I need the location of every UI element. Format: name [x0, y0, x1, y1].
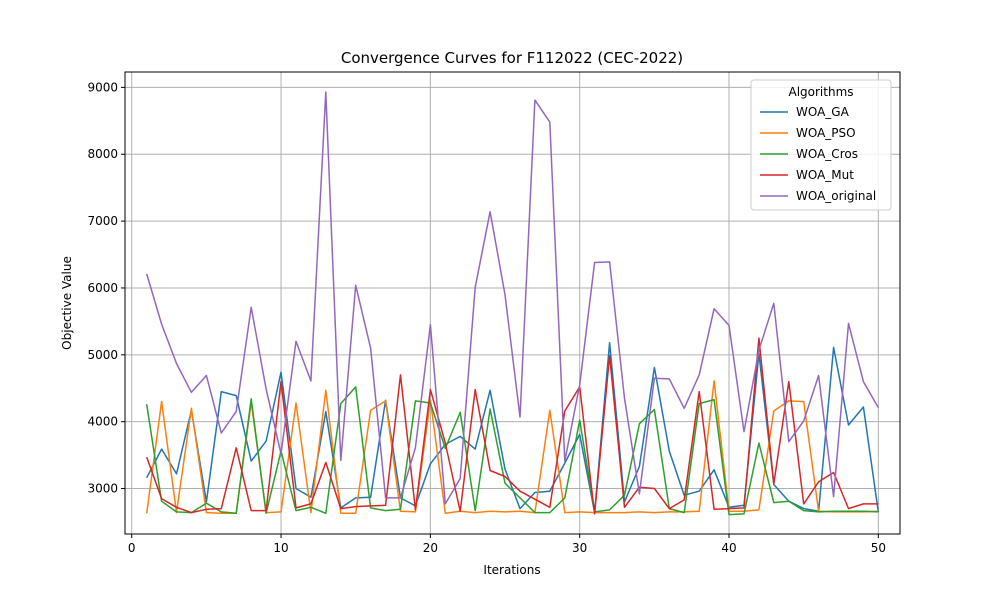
y-tick-label: 5000	[87, 348, 118, 362]
y-tick-label: 6000	[87, 281, 118, 295]
legend-label: WOA_GA	[796, 105, 850, 119]
y-tick-label: 7000	[87, 214, 118, 228]
series-line-woa-pso	[145, 380, 879, 515]
legend-label: WOA_PSO	[796, 126, 856, 140]
legend-label: WOA_Mut	[796, 168, 854, 182]
x-tick-label: 20	[423, 541, 438, 555]
x-tick-label: 30	[572, 541, 587, 555]
chart-title: Convergence Curves for F112022 (CEC-2022…	[341, 49, 683, 67]
legend-item-woa-pso: WOA_PSO	[760, 126, 856, 140]
y-tick-label: 8000	[87, 147, 118, 161]
series-line-woa-original	[145, 91, 879, 505]
axis-ticks: 0 10 20 30 40 50 3000 4000 5000 6000 7000 8000 9000	[87, 80, 886, 555]
series-line-woa-ga	[146, 342, 880, 514]
y-tick-label: 9000	[87, 80, 118, 94]
x-axis-label: Iterations	[483, 563, 540, 577]
legend-label: WOA_Cros	[796, 147, 858, 161]
legend: Algorithms WOA_GA WOA_PSO WOA_Cros WOA_Mut W…	[750, 79, 892, 211]
legend-item-woa-mut: WOA_Mut	[760, 168, 854, 182]
x-tick-label: 50	[871, 541, 886, 555]
y-tick-label: 4000	[87, 415, 118, 429]
legend-title: Algorithms	[788, 85, 853, 99]
x-tick-label: 10	[273, 541, 288, 555]
legend-item-woa-cros: WOA_Cros	[760, 147, 858, 161]
series-lines	[145, 91, 880, 516]
series-line-woa-cros	[145, 386, 879, 516]
legend-label: WOA_original	[796, 189, 876, 203]
x-tick-label: 0	[128, 541, 136, 555]
y-axis-label: Objective Value	[60, 256, 74, 350]
legend-item-woa-ga: WOA_GA	[760, 105, 850, 119]
y-tick-label: 3000	[87, 482, 118, 496]
legend-item-woa-original: WOA_original	[760, 189, 876, 203]
plot-area	[124, 71, 901, 535]
x-tick-label: 40	[721, 541, 736, 555]
